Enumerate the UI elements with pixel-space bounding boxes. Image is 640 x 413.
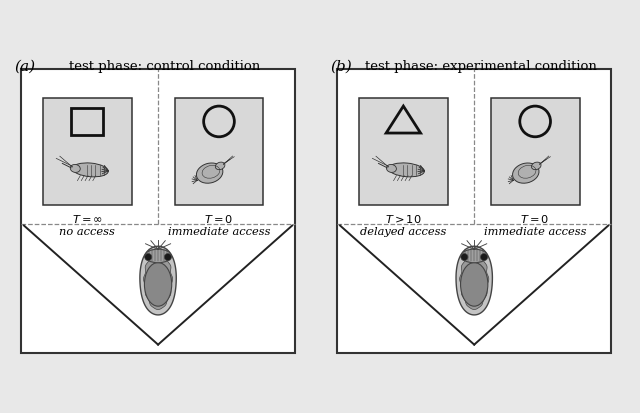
Bar <box>71 108 103 135</box>
Text: test phase: control condition: test phase: control condition <box>68 60 260 73</box>
Bar <box>21 69 295 353</box>
Polygon shape <box>456 246 492 315</box>
Polygon shape <box>140 246 176 315</box>
Text: $T > 10$
delayed access: $T > 10$ delayed access <box>360 213 447 237</box>
Text: $T = 0$
immediate access: $T = 0$ immediate access <box>484 213 586 237</box>
Ellipse shape <box>145 249 171 263</box>
Ellipse shape <box>388 163 424 177</box>
Bar <box>337 69 611 353</box>
Ellipse shape <box>461 254 468 261</box>
Text: test phase: experimental condition: test phase: experimental condition <box>365 60 596 73</box>
Ellipse shape <box>387 164 396 172</box>
Ellipse shape <box>461 263 488 306</box>
Text: (b): (b) <box>331 60 353 74</box>
Ellipse shape <box>461 249 487 263</box>
Bar <box>359 98 448 205</box>
Ellipse shape <box>481 254 488 261</box>
Polygon shape <box>460 253 489 309</box>
Ellipse shape <box>215 162 225 170</box>
Text: $T = \infty$
no access: $T = \infty$ no access <box>60 213 115 237</box>
Polygon shape <box>143 253 173 309</box>
Bar <box>175 98 264 205</box>
Ellipse shape <box>196 163 223 183</box>
Ellipse shape <box>513 163 539 183</box>
Text: (a): (a) <box>15 60 36 74</box>
Text: $T = 0$
immediate access: $T = 0$ immediate access <box>168 213 270 237</box>
Ellipse shape <box>531 162 541 170</box>
Ellipse shape <box>145 263 172 306</box>
Ellipse shape <box>72 163 108 177</box>
Ellipse shape <box>70 164 80 172</box>
Bar <box>491 98 580 205</box>
Ellipse shape <box>145 254 152 261</box>
Ellipse shape <box>164 254 172 261</box>
Bar <box>43 98 132 205</box>
